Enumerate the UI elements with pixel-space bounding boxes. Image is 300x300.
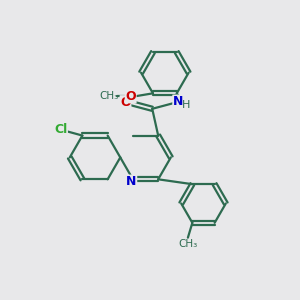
Text: O: O <box>125 90 136 103</box>
Text: H: H <box>182 100 190 110</box>
Text: O: O <box>120 96 131 109</box>
Text: N: N <box>126 175 136 188</box>
Text: CH₃: CH₃ <box>178 238 197 249</box>
Text: N: N <box>173 95 183 108</box>
Text: Cl: Cl <box>54 123 67 136</box>
Text: CH₃: CH₃ <box>99 91 119 101</box>
